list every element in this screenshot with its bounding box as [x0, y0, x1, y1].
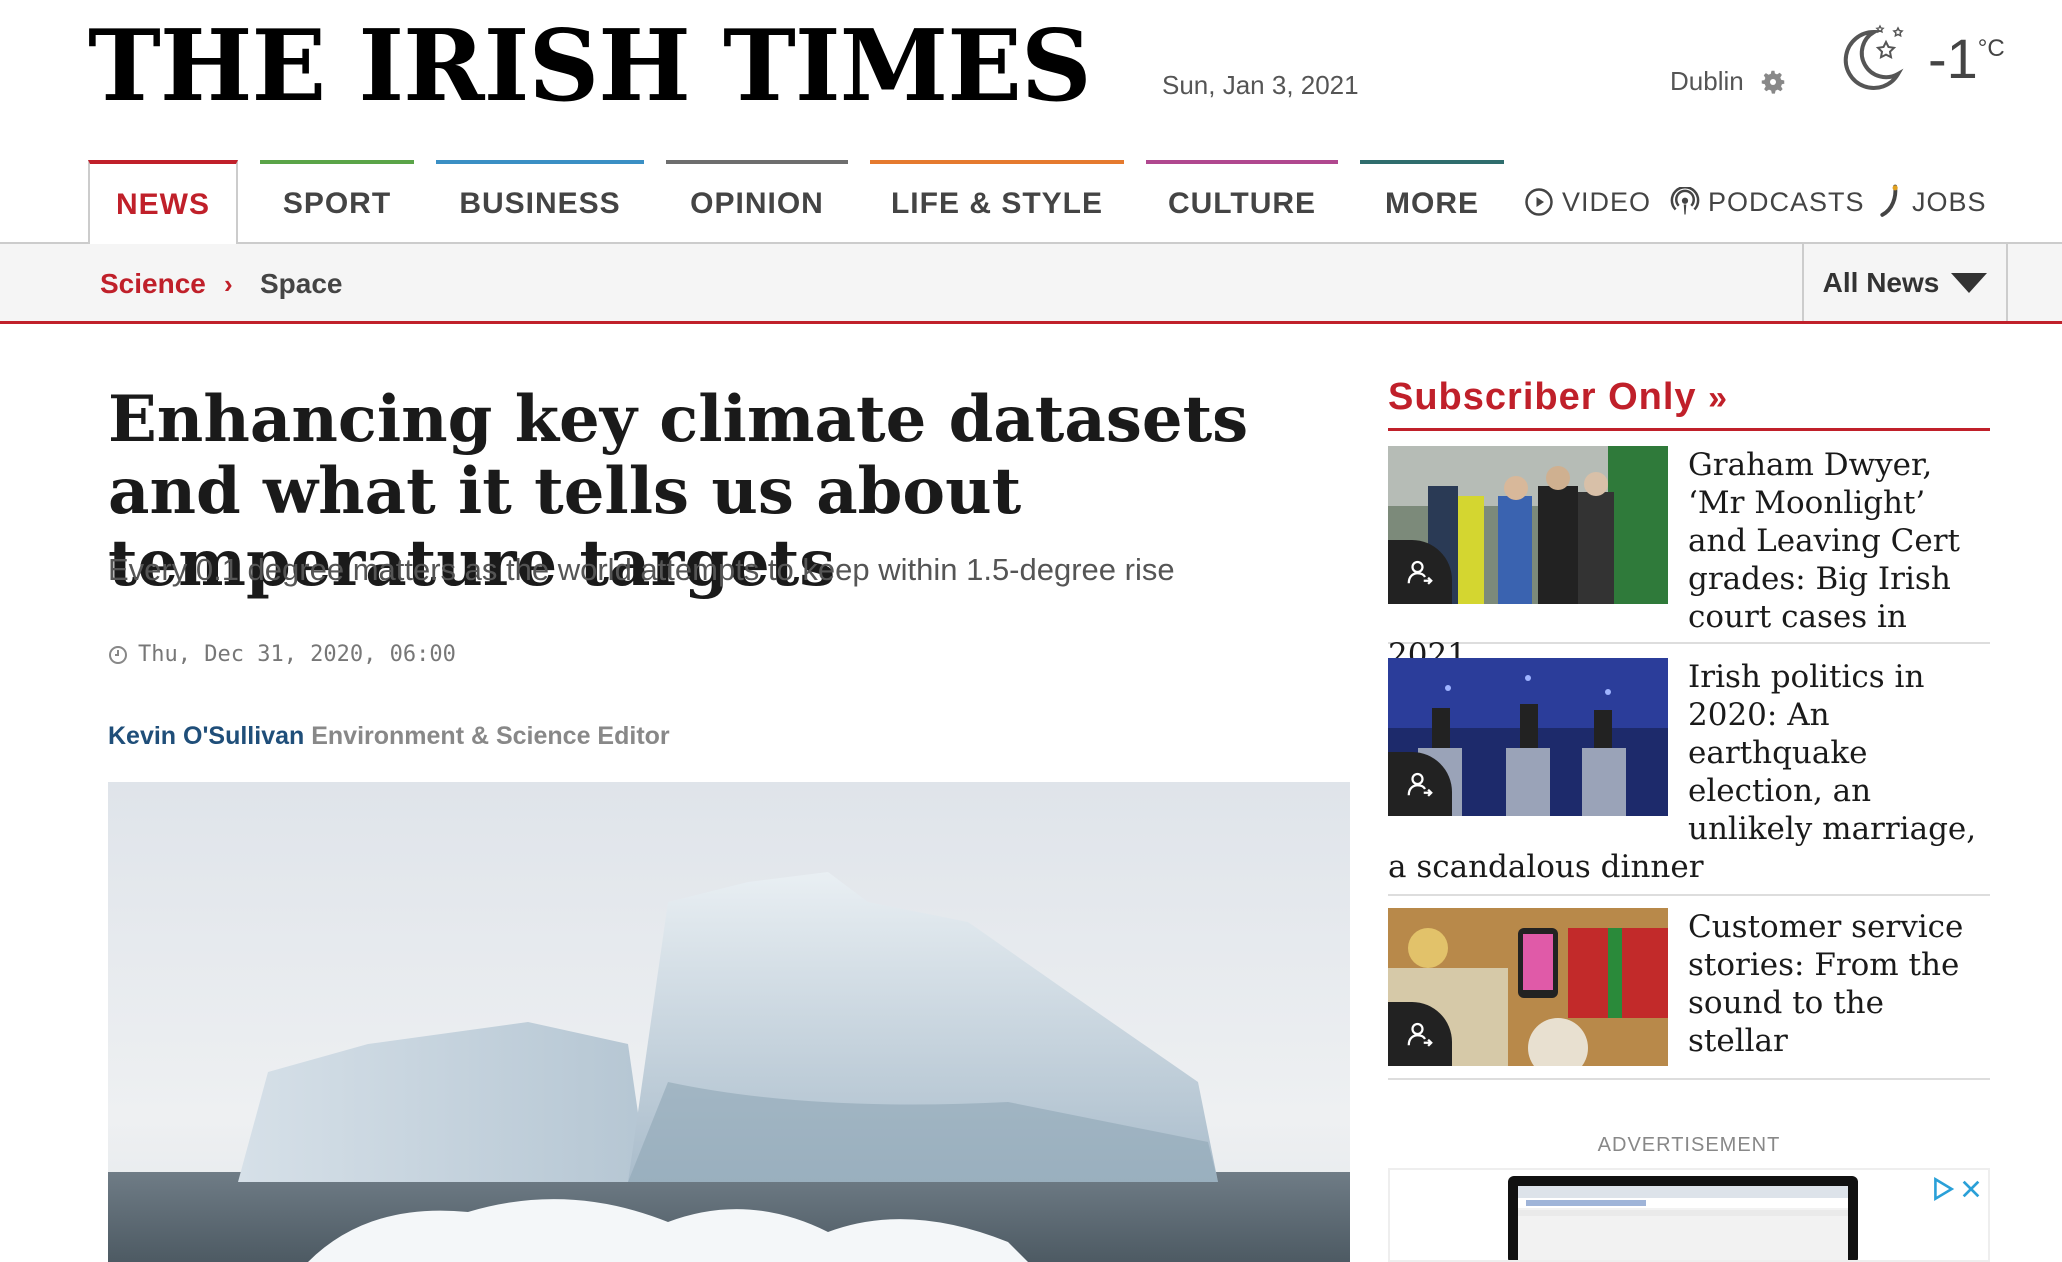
temperature-unit: °C [1977, 35, 2005, 62]
subscriber-story[interactable]: Graham Dwyer, ‘Mr Moonlight’ and Leaving… [1388, 446, 1990, 673]
subscriber-only-label: Subscriber Only [1388, 376, 1697, 418]
nav-business[interactable]: BUSINESS [436, 160, 644, 244]
close-ad-icon[interactable] [1960, 1178, 1982, 1200]
double-chevron-icon: » [1708, 379, 1729, 417]
nav-jobs[interactable]: JOBS [1876, 160, 1987, 244]
article-timestamp: Thu, Dec 31, 2020, 06:00 [108, 642, 456, 667]
caret-down-icon [1951, 272, 1988, 293]
nav-more-label: MORE [1385, 187, 1479, 220]
all-news-label: All News [1822, 266, 1940, 298]
article-standfirst: Every 0.1 degree matters as the world at… [108, 552, 1175, 587]
location-label: Dublin [1670, 66, 1744, 96]
moon-stars-icon [1843, 24, 1904, 90]
author-role: Environment & Science Editor [311, 722, 670, 750]
nav-opinion-label: OPINION [690, 187, 824, 220]
story-thumbnail[interactable] [1388, 446, 1668, 604]
hero-image-iceberg[interactable] [108, 782, 1350, 1262]
nav-culture[interactable]: CULTURE [1146, 160, 1338, 244]
masthead: THE IRISH TIMES Sun, Jan 3, 2021 Dublin … [0, 0, 2062, 160]
jobs-icon [1880, 184, 1898, 217]
author-link[interactable]: Kevin O'Sullivan [108, 722, 305, 750]
site-logo[interactable]: THE IRISH TIMES [88, 9, 1092, 124]
nav-news[interactable]: NEWS [88, 160, 238, 246]
advertisement-label: ADVERTISEMENT [1597, 1134, 1781, 1156]
weather-widget[interactable]: -1°C [1836, 22, 2005, 96]
adchoices-icon[interactable] [1930, 1176, 1956, 1202]
article-headline: Enhancing key climate datasets and what … [108, 382, 1249, 601]
nav-video[interactable]: VIDEO [1524, 160, 1651, 244]
nav-life-style[interactable]: LIFE & STYLE [870, 160, 1124, 244]
advertisement-slot[interactable] [1388, 1168, 1990, 1262]
temperature: -1°C [1928, 31, 2005, 87]
nav-podcasts-label: PODCASTS [1708, 186, 1865, 217]
subscriber-divider [1388, 428, 1990, 431]
location-setting[interactable]: Dublin [1670, 66, 1788, 97]
story-title[interactable]: Customer service stories: From the sound… [1688, 909, 1964, 1059]
story-thumbnail[interactable] [1388, 658, 1668, 816]
breadcrumb-space[interactable]: Space [260, 268, 343, 299]
nav-sport[interactable]: SPORT [260, 160, 414, 244]
breadcrumb-science[interactable]: Science [100, 268, 206, 299]
subscriber-story[interactable]: Customer service stories: From the sound… [1388, 908, 1990, 1080]
gear-icon[interactable] [1758, 67, 1788, 97]
timestamp-text: Thu, Dec 31, 2020, 06:00 [138, 642, 456, 667]
nav-video-label: VIDEO [1562, 186, 1652, 217]
nav-news-label: NEWS [116, 188, 210, 221]
byline: Kevin O'Sullivan Environment & Science E… [108, 722, 670, 751]
all-news-dropdown[interactable]: All News [1802, 244, 2008, 321]
nav-more[interactable]: MORE [1360, 160, 1504, 244]
nav-podcasts[interactable]: PODCASTS [1670, 160, 1865, 244]
breadcrumb: Science › Space All News [0, 244, 2062, 324]
story-title[interactable]: Irish politics in 2020: An earthquake el… [1388, 659, 1977, 885]
chevron-right-icon: › [224, 268, 233, 299]
story-thumbnail[interactable] [1388, 908, 1668, 1066]
nav-jobs-label: JOBS [1912, 186, 1987, 217]
current-date: Sun, Jan 3, 2021 [1162, 70, 1359, 100]
subscriber-story[interactable]: Irish politics in 2020: An earthquake el… [1388, 658, 1990, 896]
nav-business-label: BUSINESS [459, 187, 621, 220]
subscriber-only-heading[interactable]: Subscriber Only » [1388, 376, 1728, 419]
nav-sport-label: SPORT [282, 187, 392, 220]
podcast-icon [1670, 187, 1700, 215]
story-title[interactable]: Graham Dwyer, ‘Mr Moonlight’ and Leaving… [1388, 447, 1960, 673]
temperature-value: -1 [1928, 27, 1978, 90]
nav-culture-label: CULTURE [1167, 187, 1317, 220]
play-icon [1525, 188, 1553, 216]
nav-opinion[interactable]: OPINION [666, 160, 848, 244]
primary-nav: NEWS SPORT BUSINESS OPINION LIFE & STYLE… [0, 160, 2062, 246]
clock-icon [109, 645, 127, 664]
nav-life-style-label: LIFE & STYLE [890, 187, 1103, 220]
